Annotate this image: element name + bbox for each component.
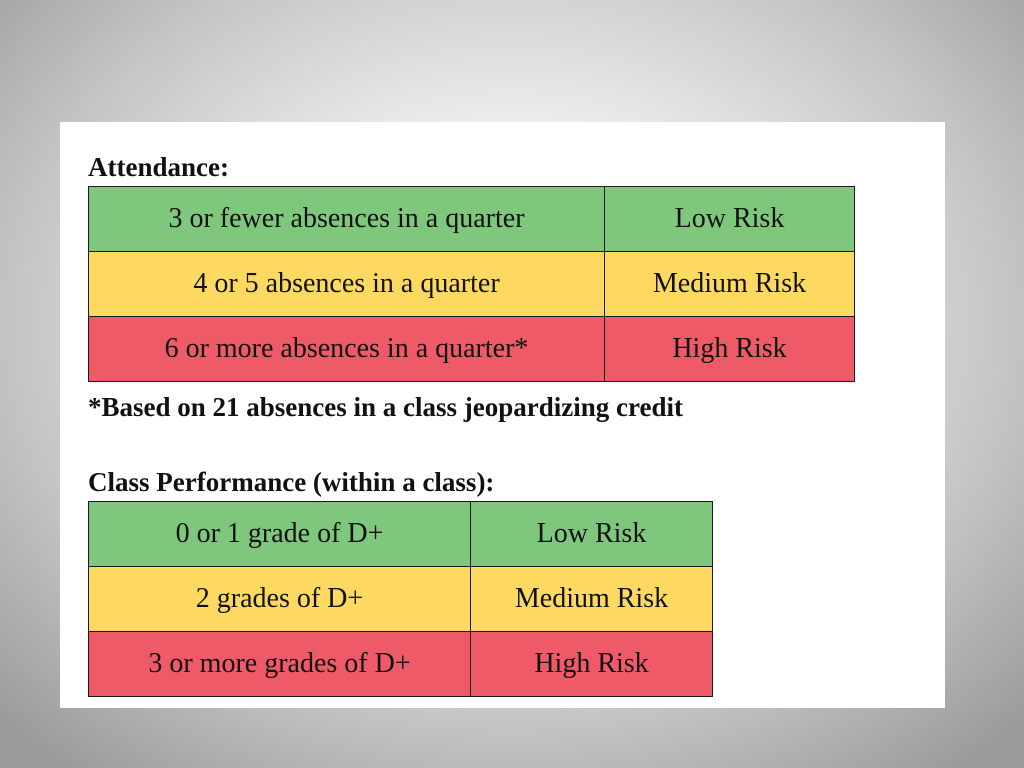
table-row: 3 or more grades of D+ High Risk <box>88 631 713 697</box>
attendance-criterion-medium: 4 or 5 absences in a quarter <box>88 251 605 317</box>
performance-criterion-high: 3 or more grades of D+ <box>88 631 471 697</box>
attendance-risk-medium: Medium Risk <box>604 251 855 317</box>
performance-criterion-low: 0 or 1 grade of D+ <box>88 501 471 567</box>
attendance-table: 3 or fewer absences in a quarter Low Ris… <box>88 186 855 382</box>
slide-image: Attendance: 3 or fewer absences in a qua… <box>60 122 945 708</box>
attendance-footnote: *Based on 21 absences in a class jeopard… <box>88 392 684 422</box>
table-row: 0 or 1 grade of D+ Low Risk <box>88 501 713 567</box>
performance-heading: Class Performance (within a class): <box>88 467 495 497</box>
attendance-criterion-high: 6 or more absences in a quarter* <box>88 316 605 382</box>
table-row: 6 or more absences in a quarter* High Ri… <box>88 316 855 382</box>
table-row: 3 or fewer absences in a quarter Low Ris… <box>88 186 855 252</box>
attendance-heading: Attendance: <box>88 152 229 182</box>
performance-table: 0 or 1 grade of D+ Low Risk 2 grades of … <box>88 501 713 697</box>
performance-criterion-medium: 2 grades of D+ <box>88 566 471 632</box>
performance-risk-medium: Medium Risk <box>470 566 713 632</box>
performance-risk-low: Low Risk <box>470 501 713 567</box>
table-row: 2 grades of D+ Medium Risk <box>88 566 713 632</box>
performance-risk-high: High Risk <box>470 631 713 697</box>
attendance-risk-low: Low Risk <box>604 186 855 252</box>
attendance-risk-high: High Risk <box>604 316 855 382</box>
attendance-criterion-low: 3 or fewer absences in a quarter <box>88 186 605 252</box>
table-row: 4 or 5 absences in a quarter Medium Risk <box>88 251 855 317</box>
